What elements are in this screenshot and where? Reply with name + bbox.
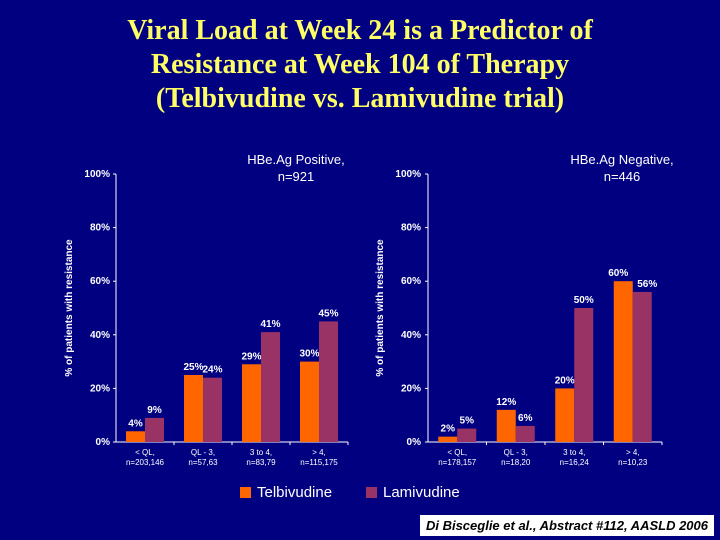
legend-swatch-telbivudine [240,486,251,498]
chart-1-y-tick-label: 60% [90,276,110,287]
legend-swatch-lamivudine [366,486,377,498]
chart-2-bar-telbivudine [438,436,458,442]
chart-1-bar-lamivudine [145,417,164,442]
chart-1-category-label: n=57,63 [188,458,218,467]
chart-1-data-label: 45% [318,308,338,319]
chart-1-category-label: n=115,175 [300,458,338,467]
chart-1-y-tick-label: 100% [84,169,110,180]
chart-1-bar-telbivudine [242,364,261,442]
chart-2-bar-lamivudine [632,291,652,442]
chart-1-title-line: HBe.Ag Positive, [247,152,345,167]
chart-1-data-label: 4% [128,418,143,429]
title-line-2: Resistance at Week 104 of Therapy [150,49,570,80]
chart-2-data-label: 50% [574,295,594,306]
chart-1-category-label: 3 to 4, [250,448,272,457]
title-line-3: (Telbivudine vs. Lamivudine trial) [155,83,565,114]
chart-2-y-tick-label: 80% [401,223,421,234]
chart-1-bar-lamivudine [261,332,280,442]
chart-2-y-tick-label: 40% [401,330,421,341]
chart-1-category-label: n=203,146 [126,458,165,467]
chart-1-y-tick-label: 40% [90,330,110,341]
chart-1-data-label: 25% [183,362,203,373]
chart-2-data-label: 56% [637,279,657,290]
chart-2-title-line: HBe.Ag Negative, [570,152,673,167]
chart-2-category-label: > 4, [626,448,640,457]
chart-1-bar-lamivudine [203,377,222,442]
chart-2-bar-telbivudine [613,281,633,442]
slide-title: Viral Load at Week 24 is a Predictor of … [0,14,720,116]
chart-2-bar-telbivudine [496,409,516,442]
chart-2-y-tick-label: 0% [407,437,422,448]
chart-2-data-label: 60% [608,268,628,279]
chart-1-data-label: 9% [147,405,162,416]
chart-2-y-axis-label: % of patients with resistance [375,239,386,377]
chart-2-category-label: < QL, [447,448,467,457]
chart-2-data-label: 2% [441,424,456,435]
chart-1-data-label: 24% [202,365,222,376]
chart-1-category-label: < QL, [135,448,155,457]
chart-2-title-line: n=446 [604,169,641,184]
chart-2-y-tick-label: 60% [401,276,421,287]
chart-1-bar-telbivudine [126,431,145,442]
chart-2-y-tick-label: 20% [401,383,421,394]
legend-label-lamivudine: Lamivudine [383,484,460,501]
chart-1-bar-lamivudine [319,321,338,442]
chart-2-category-label: QL - 3, [504,448,528,457]
chart-2-category-label: n=18,20 [501,458,531,467]
chart-1-data-label: 29% [241,351,261,362]
chart-2-data-label: 5% [460,416,475,427]
chart-1-y-tick-label: 20% [90,383,110,394]
chart-1-category-label: QL - 3, [191,448,215,457]
chart-1-category-label: > 4, [312,448,326,457]
chart-2-bar-telbivudine [555,388,575,442]
chart-2-y-tick-label: 100% [395,169,421,180]
chart-2-category-label: n=16,24 [560,458,590,467]
chart-2-bar-lamivudine [515,425,535,442]
chart-1-y-axis-label: % of patients with resistance [64,239,75,377]
legend-label-telbivudine: Telbivudine [257,484,333,501]
chart-1-bar-telbivudine [300,361,319,442]
legend-item-telbivudine: Telbivudine [240,484,332,501]
chart-2-data-label: 12% [496,397,516,408]
chart-1-data-label: 30% [299,349,319,360]
chart-2-data-label: 6% [518,413,533,424]
chart-2-bar-lamivudine [574,308,594,442]
chart-2-category-label: n=10,23 [618,458,648,467]
title-line-1: Viral Load at Week 24 is a Predictor of [127,15,593,46]
chart-1-data-label: 41% [260,319,280,330]
citation: Di Bisceglie et al., Abstract #112, AASL… [419,515,714,536]
chart-1-category-label: n=83,79 [246,458,276,467]
chart-1-y-tick-label: 80% [90,223,110,234]
chart-1-y-tick-label: 0% [96,437,111,448]
chart-1-bar-telbivudine [184,375,203,442]
chart-2-bar-lamivudine [457,428,477,442]
chart-2-category-label: n=178,157 [438,458,477,467]
chart-2-data-label: 20% [555,375,575,386]
chart-1-title-line: n=921 [278,169,315,184]
chart-2-category-label: 3 to 4, [563,448,585,457]
legend-item-lamivudine: Lamivudine [366,484,460,501]
